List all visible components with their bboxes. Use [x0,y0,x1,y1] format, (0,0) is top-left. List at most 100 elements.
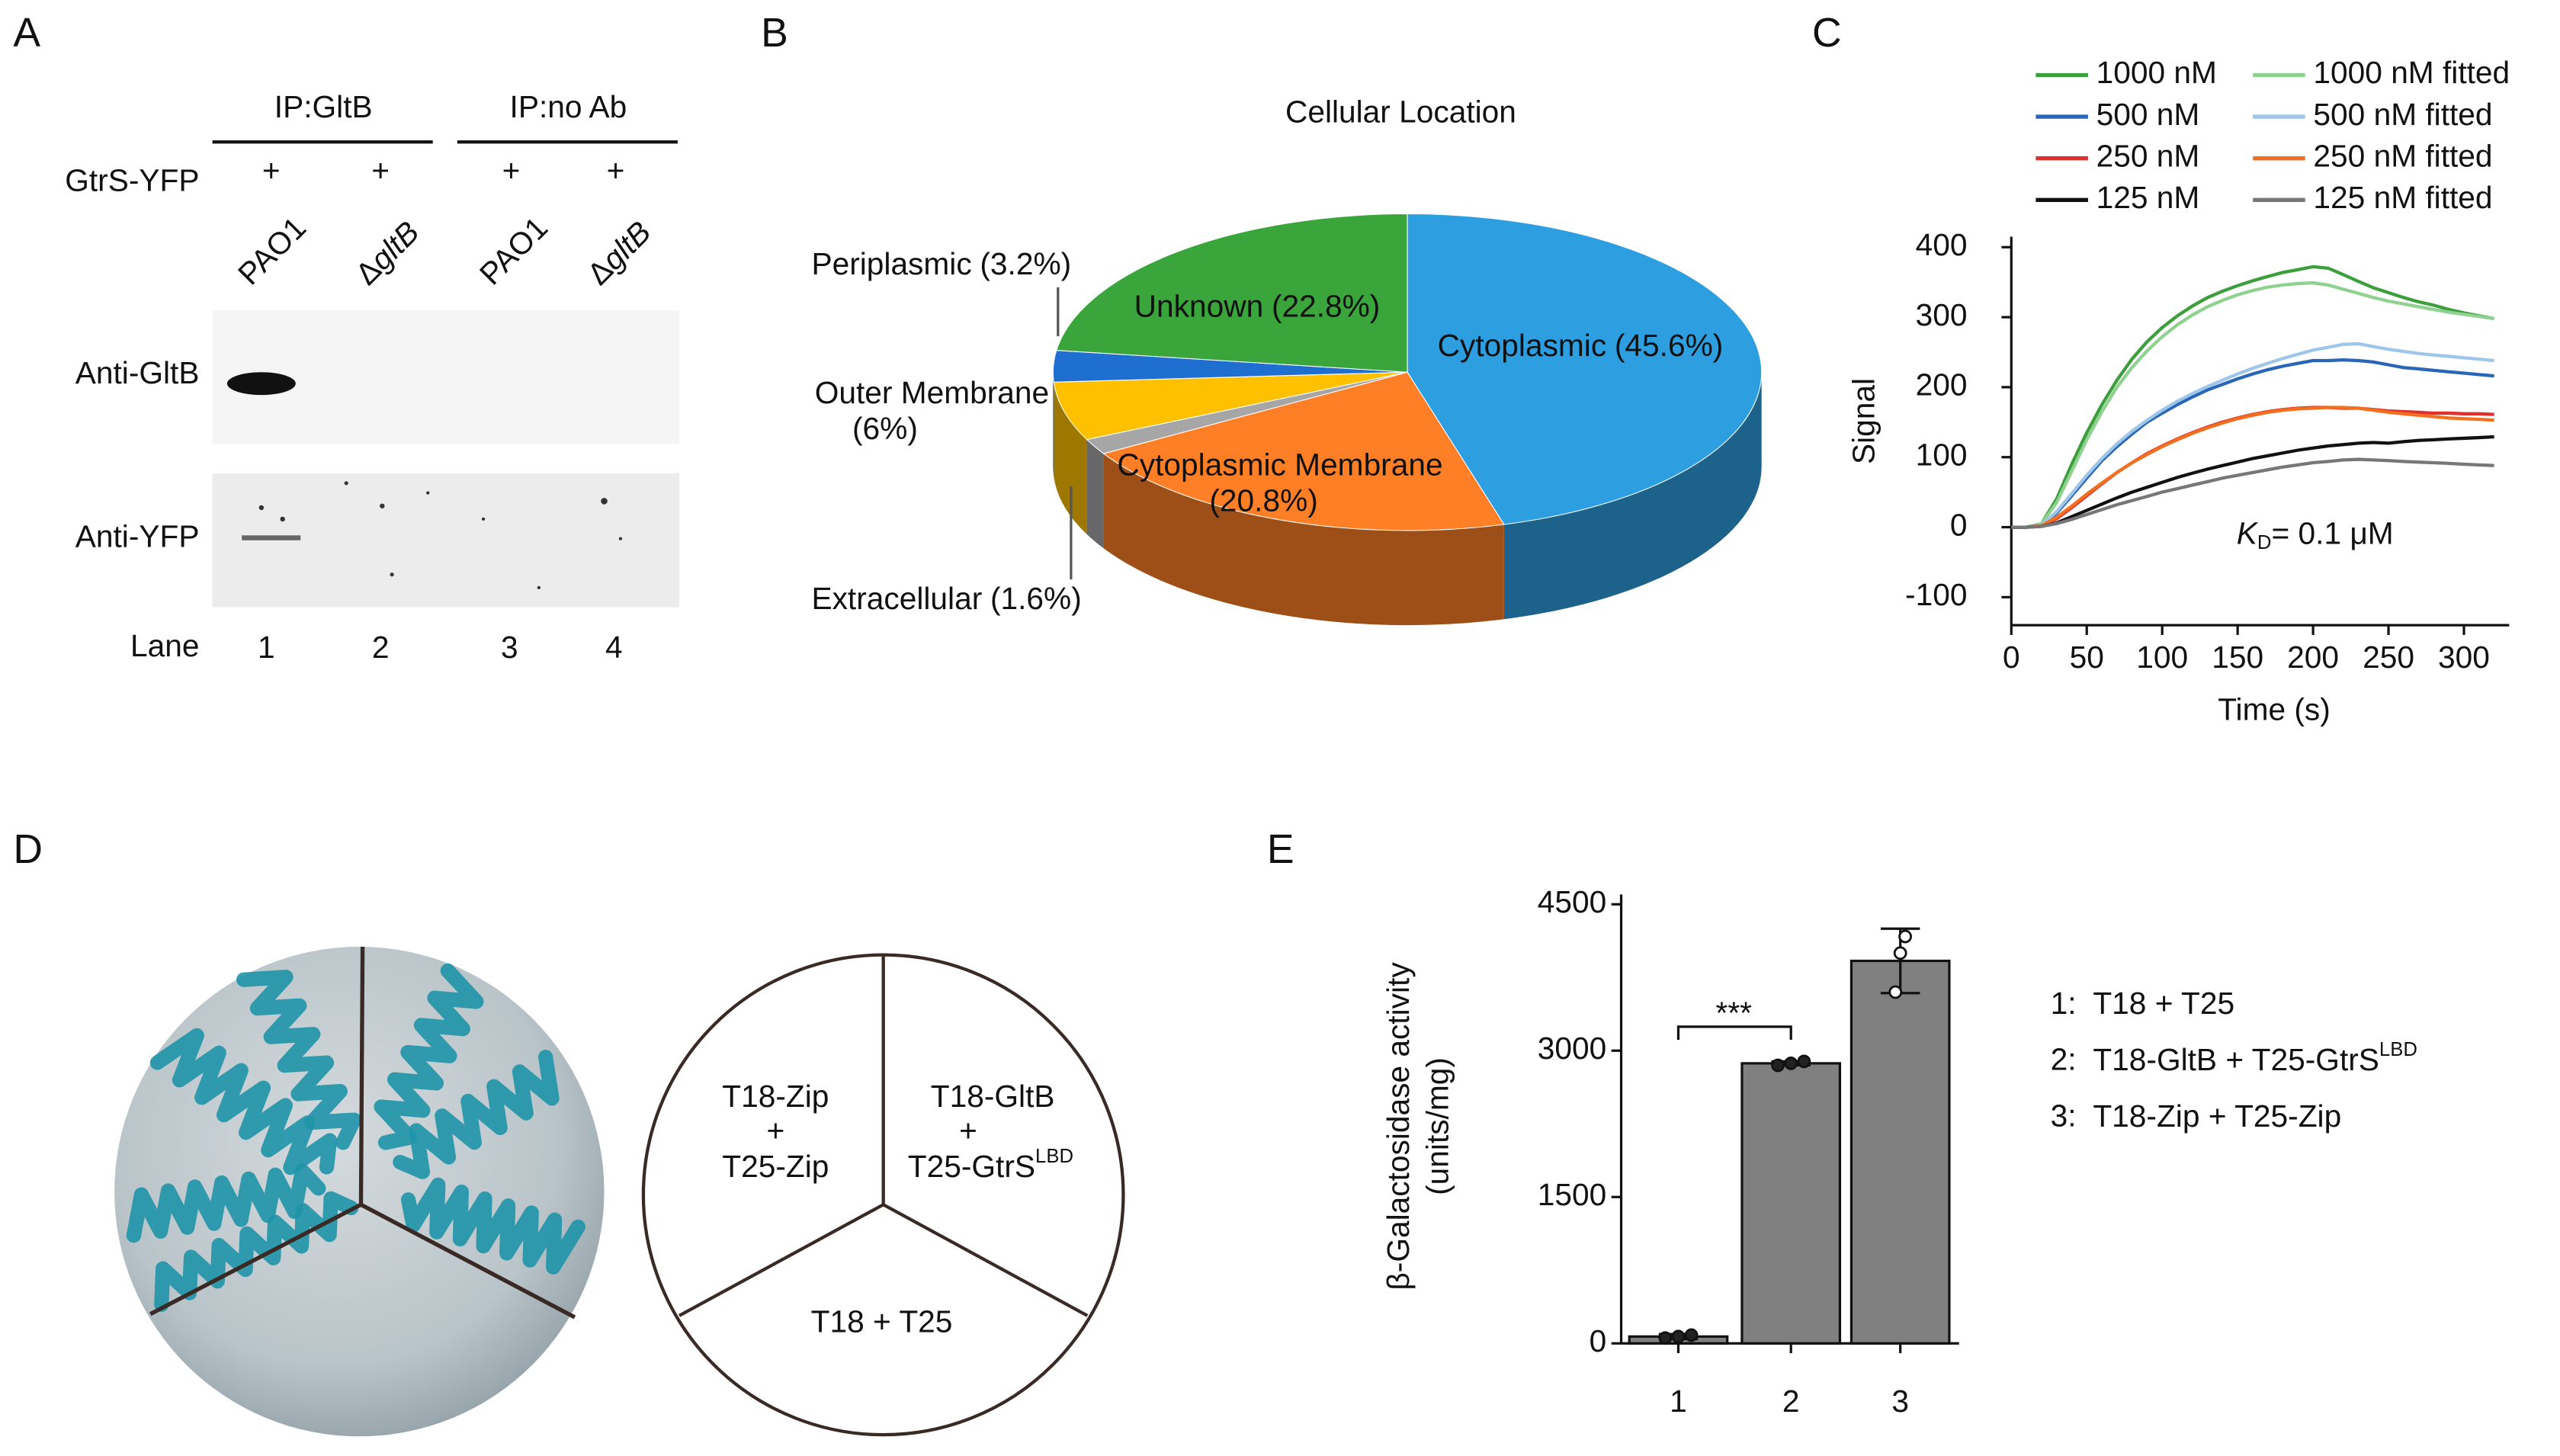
lane-number: 2 [372,630,390,665]
x-tick-label: 3 [1891,1384,1909,1419]
note-text: T18 + T25 [2093,986,2234,1021]
x-tick-label: 1 [1670,1384,1687,1419]
lane-title: Lane [130,628,199,663]
data-point [1658,1331,1673,1345]
y-tick-label: -100 [1905,577,1967,612]
sector-label: T18-Zip [722,1079,829,1114]
series-line [2011,406,2494,529]
legend-label: 1000 nM fitted [2313,55,2510,90]
x-tick-label: 2 [1782,1384,1800,1419]
category: Cytoplasmic [1438,328,1607,363]
legend-label: 500 nM fitted [2313,97,2492,132]
series-line [2011,342,2494,529]
colony-streak [400,1177,585,1275]
panel-d: D T18-Zip + T25-Zip T18-GltB + T25-GtrSL… [13,827,1125,1437]
legend-label: 125 nM [2096,180,2200,215]
pie-label: Unknown (22.8%) [1134,288,1381,323]
panel-label: B [761,11,788,56]
series-line [2011,358,2494,529]
y-axis-label: Signal [1846,378,1881,464]
series-line [2011,281,2494,529]
y-tick-label: 400 [1916,227,1968,262]
series-line [2011,406,2494,529]
y-axis-label: (units/mg) [1420,1057,1455,1195]
series-line [2011,457,2494,529]
strain: PAO1 [231,210,313,291]
category: Periplasmic [811,246,971,281]
bar [1740,1062,1842,1345]
note: T18 + T25 [2093,986,2234,1021]
annotation-symbol: K [2237,515,2259,550]
pie-label: Cytoplasmic Membrane [1117,447,1442,482]
annotation-subscript: D [2257,532,2272,553]
value-label: (1.6%) [990,581,1082,616]
group-label: IP:no Ab [510,89,627,124]
colony-streak [393,1050,560,1179]
y-tick-label: 0 [1590,1323,1607,1358]
blot-label: Anti-YFP [75,518,200,553]
pie-side [1086,439,1104,549]
blot [212,309,680,444]
value-label: (45.6%) [1615,328,1723,363]
blot-band [242,535,301,540]
data-point [1684,1328,1699,1342]
y-axis-label: β-Galactosidase activity [1381,962,1416,1291]
lane-number: 3 [501,630,518,665]
y-tick-label: 3000 [1538,1031,1606,1066]
diagram-dividers [678,954,1089,1317]
y-tick-label: 100 [1916,437,1968,472]
legend-label: 250 nM fitted [2313,138,2492,173]
legend-label: 250 nM [2096,138,2200,173]
annotation-text: = 0.1 μM [2271,515,2393,550]
note: T18-GltB + T25-GtrS [2093,1042,2379,1077]
x-tick-label: 200 [2287,640,2339,675]
category: Unknown [1134,288,1264,323]
category: Extracellular [811,581,982,616]
colony-streak [126,1163,326,1243]
series-line [2011,265,2495,529]
x-tick-label: 300 [2438,640,2490,675]
group-label: IP:GltB [274,89,373,124]
data-point [1771,1058,1785,1073]
annotation: KD= 0.1 μM [2237,515,2394,553]
superscript: LBD [2379,1039,2417,1060]
strain-label: ΔgltB [348,214,425,291]
pie-label: Outer Membrane [815,375,1049,410]
lane-number: 4 [605,630,623,665]
data-point [1797,1054,1811,1069]
sector-label: T18-GltB [931,1079,1055,1114]
note-number: 2: [2051,1042,2077,1077]
pie-slice [1053,371,1408,441]
plus: + [607,153,625,188]
sector-label: + [766,1113,784,1148]
pie-side [1054,382,1087,534]
plus: + [371,153,390,188]
y-tick-label: 0 [1950,507,1968,542]
pie-label: Periplasmic (3.2%) [811,246,1071,281]
x-tick-label: 50 [2070,640,2104,675]
chart-title: Cellular Location [1285,95,1516,130]
data-point [1671,1329,1686,1344]
data-point [1784,1057,1798,1070]
strain-label: PAO1 [473,210,554,291]
note-number: 1: [2051,986,2077,1021]
value-label: (6%) [852,411,918,446]
pie-side [1053,372,1054,477]
pie-slice [1056,213,1408,373]
plate-dividers [149,946,576,1320]
data-point [1898,929,1912,944]
colony-streak [149,1028,338,1175]
blot-label: Anti-GltB [75,355,200,390]
x-tick-label: 150 [2212,640,2263,675]
pie-slice [1102,371,1505,531]
value-label: (22.8%) [1272,288,1380,323]
pie-label: Cytoplasmic (45.6%) [1438,328,1724,363]
panel-a: A IP:GltB IP:no Ab GtrS-YFP + + + + PAO1… [13,11,680,665]
significance-bracket [1676,1025,1792,1040]
blot-specks [258,481,623,589]
y-tick-label: 1500 [1538,1177,1606,1212]
legend-label: 500 nM [2096,97,2200,132]
plus: + [502,153,521,188]
